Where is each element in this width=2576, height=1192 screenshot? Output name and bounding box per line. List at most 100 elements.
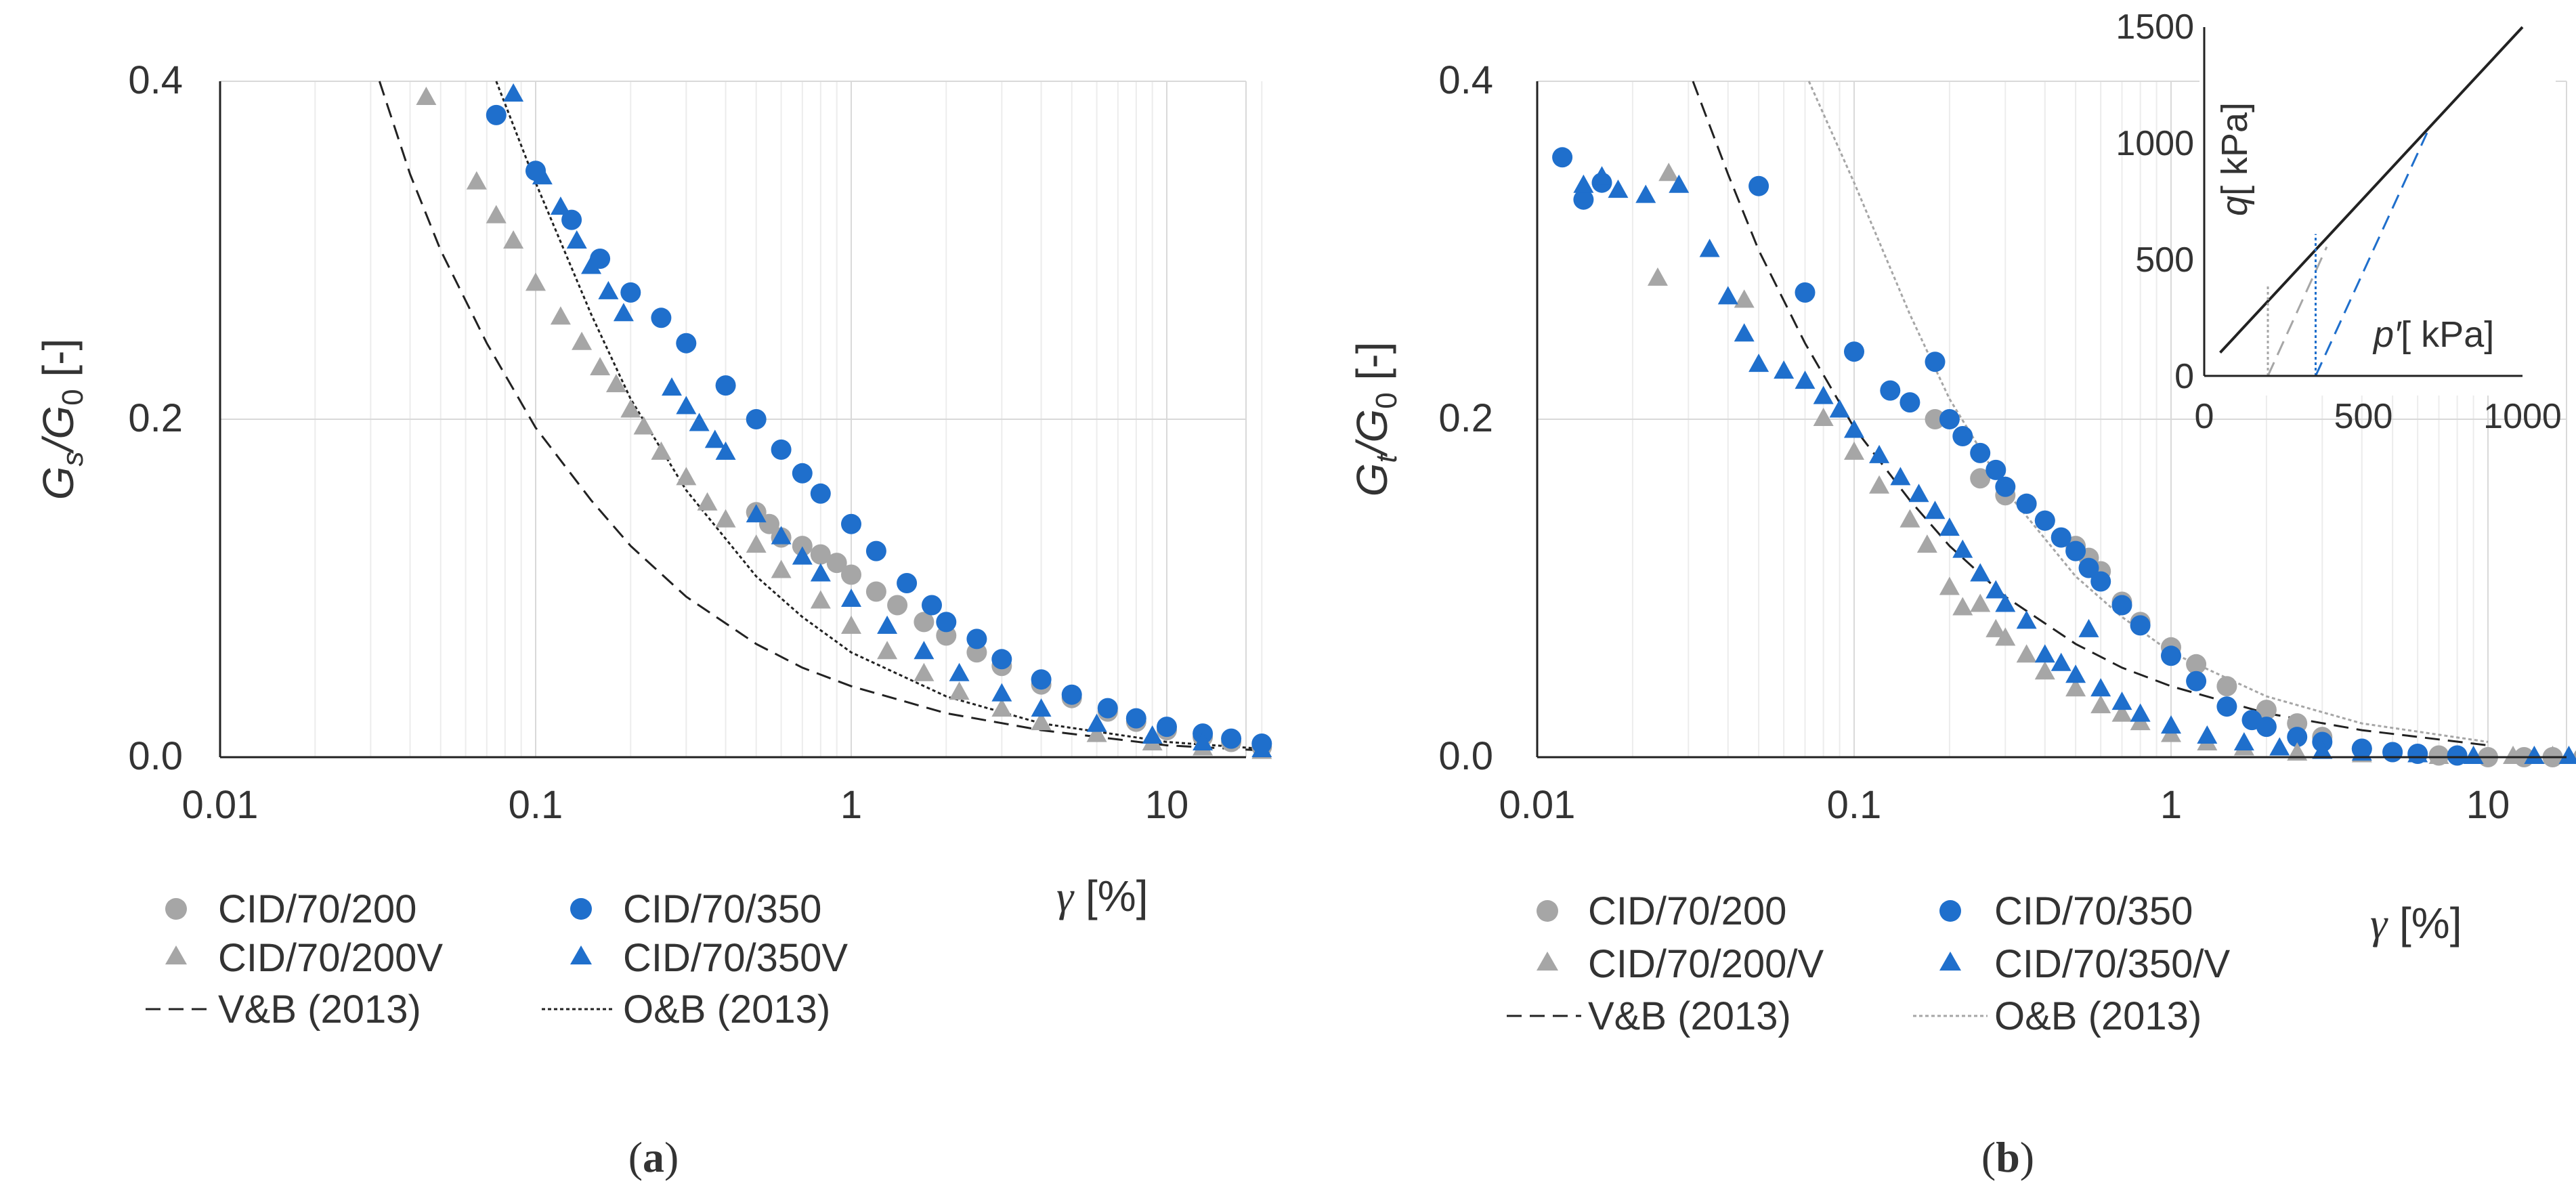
data-point-cid-70-350-v bbox=[1717, 286, 1738, 305]
data-point-cid-70-350-v bbox=[1925, 501, 1946, 519]
data-point-cid-70-350 bbox=[1952, 426, 1973, 446]
data-point-cid-70-350v bbox=[662, 377, 683, 396]
data-point-cid-70-350 bbox=[2130, 615, 2151, 636]
data-point-cid-70-200-v bbox=[2111, 703, 2132, 722]
data-point-cid-70-350v bbox=[689, 412, 710, 431]
data-point-cid-70-350-v bbox=[2558, 746, 2576, 764]
data-point-cid-70-350v bbox=[503, 83, 524, 102]
data-point-cid-70-350 bbox=[936, 612, 957, 633]
data-point-cid-70-200v bbox=[715, 509, 736, 528]
panel-b-caption: (b) bbox=[1981, 1133, 2034, 1181]
data-point-cid-70-200-v bbox=[1952, 597, 1973, 616]
data-point-cid-70-350-v bbox=[1890, 467, 1911, 486]
data-point-cid-70-200-v bbox=[1939, 576, 1960, 595]
data-point-cid-70-350-v bbox=[2524, 746, 2545, 764]
data-point-cid-70-200-v bbox=[2503, 746, 2524, 764]
data-point-cid-70-200-v bbox=[2287, 742, 2308, 761]
data-point-cid-70-350v bbox=[746, 504, 767, 523]
data-point-cid-70-350 bbox=[2382, 742, 2403, 763]
legend-label: V&B (2013) bbox=[1588, 994, 1791, 1038]
data-point-cid-70-350v bbox=[1031, 698, 1052, 717]
panel-b-curves bbox=[1692, 81, 2489, 746]
data-point-cid-70-350v bbox=[704, 429, 725, 448]
data-point-cid-70-350-v bbox=[1573, 174, 1594, 193]
curve-v-b-2013 bbox=[378, 81, 1262, 752]
data-point-cid-70-350v bbox=[598, 280, 619, 299]
data-point-cid-70-350 bbox=[1097, 698, 1118, 719]
data-point-cid-70-350-v bbox=[1734, 323, 1755, 342]
data-point-cid-70-350 bbox=[1899, 392, 1920, 413]
data-point-cid-70-200-v bbox=[2090, 695, 2111, 714]
data-point-cid-70-350-v bbox=[1970, 563, 1991, 582]
data-point-cid-70-350-v bbox=[2312, 740, 2333, 759]
data-point-cid-70-200v bbox=[503, 230, 524, 249]
data-point-cid-70-350-v bbox=[1591, 166, 1612, 185]
legend-label: CID/70/350V bbox=[623, 936, 848, 980]
data-point-cid-70-350 bbox=[1125, 708, 1146, 729]
data-point-cid-70-350-v bbox=[2016, 610, 2037, 629]
x-tick-label: 0.01 bbox=[1499, 783, 1576, 827]
data-point-cid-70-350-v bbox=[1844, 419, 1864, 438]
data-point-cid-70-200v bbox=[620, 399, 641, 418]
data-point-cid-70-200v bbox=[949, 681, 970, 700]
data-point-cid-70-200-v bbox=[1658, 163, 1679, 182]
data-point-cid-70-350v bbox=[949, 662, 970, 681]
data-point-cid-70-350 bbox=[771, 439, 792, 460]
data-point-cid-70-350v bbox=[715, 441, 736, 460]
inset-x-axis-label: p′[ kPa] bbox=[2372, 314, 2494, 355]
data-point-cid-70-350-v bbox=[1939, 517, 1960, 536]
data-point-cid-70-350 bbox=[2078, 557, 2099, 578]
data-point-cid-70-350-v bbox=[1635, 184, 1656, 203]
data-point-cid-70-200-v bbox=[1647, 267, 1668, 286]
data-point-cid-70-200v bbox=[1086, 723, 1107, 742]
data-point-cid-70-350-v bbox=[2197, 725, 2218, 744]
data-point-cid-70-350-v bbox=[1669, 174, 1690, 193]
legend-marker-triangle-gray bbox=[165, 945, 187, 964]
legend-marker-circle-blue bbox=[570, 898, 592, 920]
data-point-cid-70-200v bbox=[877, 641, 898, 660]
data-point-cid-70-350 bbox=[1573, 189, 1594, 210]
data-point-cid-70-350 bbox=[865, 540, 886, 561]
x-tick-label: 10 bbox=[2466, 783, 2510, 827]
inset-y-axis-label: q[ kPa] bbox=[2214, 102, 2255, 216]
data-point-cid-70-350v bbox=[550, 196, 571, 215]
y-tick-label: 0.4 bbox=[128, 58, 183, 102]
curve-o-b-2013 bbox=[495, 81, 1262, 750]
panel-a-points bbox=[416, 83, 1272, 759]
y-axis-label: Gt/G0 [-] bbox=[1348, 342, 1403, 497]
data-point-cid-70-200v bbox=[416, 86, 437, 105]
data-point-cid-70-350-v bbox=[1748, 354, 1769, 372]
data-point-cid-70-350 bbox=[1552, 147, 1573, 168]
data-point-cid-70-200v bbox=[466, 171, 487, 190]
legend-label: CID/70/350 bbox=[623, 887, 821, 931]
data-point-cid-70-350-v bbox=[1995, 593, 2016, 612]
data-point-cid-70-350 bbox=[620, 282, 641, 303]
data-point-cid-70-200v bbox=[841, 615, 861, 634]
data-point-cid-70-350-v bbox=[2111, 691, 2132, 710]
data-point-cid-70-200-v bbox=[2542, 746, 2563, 764]
data-point-cid-70-200v bbox=[572, 331, 593, 350]
inset-line-cid-70-200-path bbox=[2267, 246, 2328, 377]
data-point-cid-70-350 bbox=[966, 629, 987, 650]
data-point-cid-70-350v bbox=[1142, 725, 1163, 744]
data-point-cid-70-200-v bbox=[1899, 509, 1920, 528]
panel-a-curves bbox=[378, 81, 1262, 752]
data-point-cid-70-350 bbox=[2287, 727, 2308, 748]
inset-y-tick-label: 1000 bbox=[2116, 124, 2194, 163]
data-point-cid-70-350 bbox=[991, 649, 1012, 670]
panel-a-legend: CID/70/200 CID/70/350 CID/70/200V CID/70… bbox=[146, 887, 848, 1031]
data-point-cid-70-200-v bbox=[2428, 746, 2449, 764]
data-point-cid-70-200v bbox=[746, 534, 767, 553]
data-point-cid-70-200-v bbox=[1869, 475, 1890, 494]
data-point-cid-70-200 bbox=[2256, 700, 2277, 721]
data-point-cid-70-350v bbox=[532, 166, 553, 185]
data-point-cid-70-350v bbox=[566, 230, 587, 249]
data-point-cid-70-200-v bbox=[1916, 534, 1937, 553]
legend-label: CID/70/200 bbox=[1588, 889, 1786, 933]
data-point-cid-70-350-v bbox=[1813, 385, 1834, 404]
data-point-cid-70-200v bbox=[486, 205, 507, 224]
data-point-cid-70-350 bbox=[1985, 459, 2006, 480]
y-tick-label: 0.4 bbox=[1438, 58, 1493, 102]
legend-label: CID/70/200V bbox=[218, 936, 443, 980]
data-point-cid-70-200v bbox=[1031, 712, 1052, 731]
